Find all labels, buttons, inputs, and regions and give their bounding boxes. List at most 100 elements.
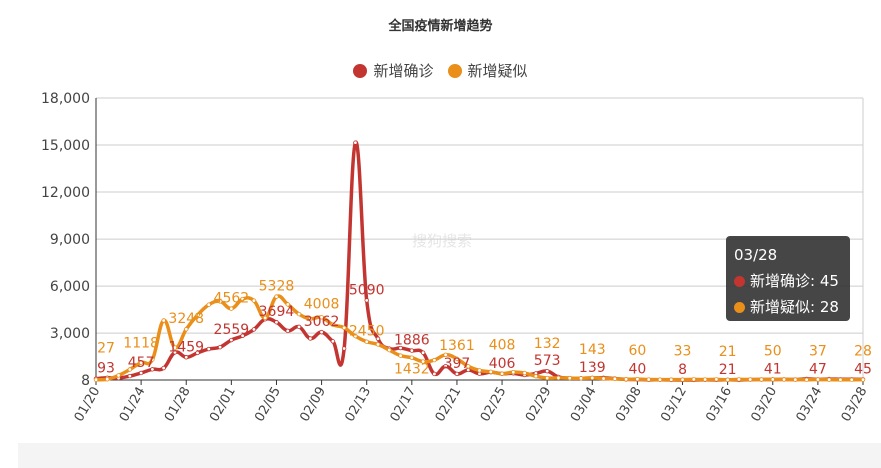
data-point <box>93 377 99 382</box>
data-point <box>657 377 663 382</box>
data-point <box>488 369 493 375</box>
data-point <box>544 375 550 381</box>
legend-dot-confirmed <box>353 63 368 78</box>
data-point <box>680 377 685 382</box>
tooltip: 03/28 新增确诊: 45 新增疑似: 28 <box>726 236 850 321</box>
x-tick-label: 02/01 <box>207 385 239 425</box>
data-point <box>748 377 753 382</box>
data-label: 1459 <box>168 339 204 355</box>
x-tick-label: 03/08 <box>613 385 645 425</box>
data-label: 21 <box>719 362 737 378</box>
x-tick-label: 02/29 <box>523 385 555 425</box>
data-point <box>669 377 674 382</box>
data-point <box>849 377 854 382</box>
data-label: 60 <box>628 343 646 359</box>
watermark: 搜狗搜索 <box>412 232 473 250</box>
tooltip-dot-suspected <box>734 301 745 313</box>
bottom-panel <box>18 443 881 468</box>
legend-item-suspected[interactable]: 新增疑似 <box>447 60 528 81</box>
data-point <box>138 370 144 376</box>
data-label: 47 <box>809 361 827 377</box>
data-point <box>240 296 245 302</box>
data-point <box>353 140 358 145</box>
data-point <box>398 353 403 358</box>
data-label: 3248 <box>168 311 204 327</box>
data-point <box>184 327 189 332</box>
data-label: 4008 <box>304 296 340 312</box>
data-label: 37 <box>809 344 827 360</box>
legend-item-confirmed[interactable]: 新增确诊 <box>353 60 434 81</box>
x-tick-label: 03/28 <box>839 385 871 425</box>
data-label: 132 <box>534 336 561 352</box>
data-label: 50 <box>764 343 782 359</box>
x-tick-label: 01/20 <box>72 385 104 425</box>
data-point <box>477 368 482 373</box>
data-label: 5328 <box>259 279 295 295</box>
data-label: 33 <box>674 344 692 360</box>
tooltip-suspected: 新增疑似: 28 <box>750 298 839 316</box>
tooltip-confirmed: 新增确诊: 45 <box>750 272 839 290</box>
data-point <box>409 355 415 360</box>
data-point <box>635 376 640 382</box>
data-label: 1432 <box>394 362 430 378</box>
data-point <box>793 377 798 382</box>
x-tick-label: 02/05 <box>252 385 284 425</box>
data-point <box>770 377 775 382</box>
legend-dot-suspected <box>447 63 462 78</box>
data-point <box>161 318 166 323</box>
data-label: 2450 <box>349 324 385 340</box>
data-label: 406 <box>489 356 516 372</box>
data-point <box>116 373 121 378</box>
data-point <box>567 375 572 381</box>
data-label: 40 <box>628 361 646 377</box>
data-point <box>308 316 313 321</box>
data-point <box>466 364 471 369</box>
data-point <box>601 376 606 381</box>
data-point <box>432 371 437 377</box>
data-label: 573 <box>534 353 561 369</box>
legend: 新增确诊 新增疑似 <box>0 60 881 81</box>
data-label: 1361 <box>439 338 475 354</box>
y-tick-label: 12,000 <box>41 185 90 201</box>
data-point <box>206 302 211 307</box>
data-point <box>420 350 426 355</box>
data-point <box>736 377 742 382</box>
data-point <box>217 344 223 350</box>
data-point <box>364 339 369 344</box>
data-point <box>341 325 347 330</box>
x-tick-label: 02/21 <box>433 385 465 425</box>
data-point <box>556 375 561 381</box>
data-point <box>420 359 426 364</box>
data-label: 2559 <box>214 322 250 338</box>
data-label: 139 <box>579 360 606 376</box>
data-point <box>409 348 415 353</box>
data-point <box>511 369 516 375</box>
data-label: 4562 <box>214 291 250 307</box>
data-point <box>578 376 584 381</box>
data-point <box>138 360 144 365</box>
data-label: 397 <box>444 356 471 372</box>
data-point <box>150 357 155 362</box>
data-point <box>195 312 200 318</box>
tooltip-dot-confirmed <box>734 275 745 287</box>
data-point <box>161 365 166 371</box>
data-label: 457 <box>128 355 155 371</box>
x-tick-label: 01/28 <box>162 385 194 425</box>
data-point <box>341 346 347 351</box>
data-point <box>195 350 200 356</box>
data-label: 5090 <box>349 282 385 298</box>
data-point <box>127 373 133 379</box>
data-label: 21 <box>719 344 737 360</box>
data-point <box>443 363 448 369</box>
x-tick-label: 02/13 <box>342 385 374 425</box>
data-point <box>375 342 381 347</box>
data-point <box>150 367 155 372</box>
data-point <box>296 311 302 317</box>
data-point <box>285 302 290 307</box>
data-point <box>229 337 234 343</box>
data-point <box>229 306 234 311</box>
data-label: 3062 <box>304 314 340 330</box>
x-tick-label: 03/12 <box>658 385 690 425</box>
data-label: 1118 <box>123 336 159 352</box>
